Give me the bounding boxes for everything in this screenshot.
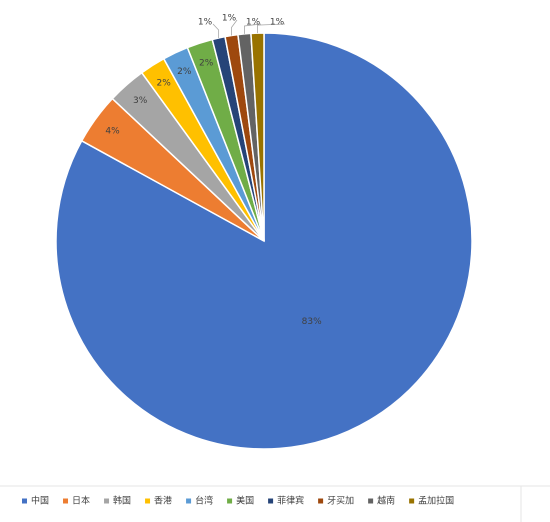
legend-swatch bbox=[63, 498, 69, 504]
legend-swatch bbox=[227, 498, 233, 504]
data-label: 2% bbox=[199, 58, 214, 68]
data-label: 1% bbox=[222, 14, 237, 24]
legend-label: 孟加拉国 bbox=[418, 495, 454, 507]
legend-label: 韩国 bbox=[113, 495, 131, 507]
data-label: 4% bbox=[105, 126, 120, 136]
data-label: 3% bbox=[133, 96, 148, 106]
leader-line bbox=[212, 23, 220, 39]
leader-line bbox=[231, 19, 238, 36]
legend-swatch bbox=[104, 498, 110, 504]
legend-swatch bbox=[268, 498, 274, 504]
legend-label: 菲律宾 bbox=[277, 495, 304, 507]
data-label: 2% bbox=[157, 78, 172, 88]
legend-label: 日本 bbox=[72, 495, 90, 507]
legend-swatch bbox=[22, 498, 27, 504]
leader-line bbox=[244, 23, 262, 34]
legend-label: 香港 bbox=[154, 495, 172, 507]
legend-swatch bbox=[409, 498, 415, 504]
legend-swatch bbox=[145, 498, 151, 504]
data-label: 2% bbox=[177, 67, 192, 77]
legend-swatch bbox=[368, 498, 374, 504]
leader-line bbox=[257, 23, 286, 34]
legend-label: 牙买加 bbox=[327, 496, 354, 507]
legend-label: 越南 bbox=[377, 495, 395, 507]
data-label: 1% bbox=[246, 18, 261, 28]
data-label: 83% bbox=[302, 317, 322, 327]
legend-label: 台湾 bbox=[195, 495, 213, 507]
legend-label: 中国 bbox=[31, 495, 49, 507]
legend-swatch bbox=[318, 498, 324, 504]
data-label: 1% bbox=[198, 18, 213, 28]
data-label: 1% bbox=[270, 18, 285, 28]
legend-label: 美国 bbox=[236, 495, 254, 507]
legend-swatch bbox=[186, 498, 192, 504]
